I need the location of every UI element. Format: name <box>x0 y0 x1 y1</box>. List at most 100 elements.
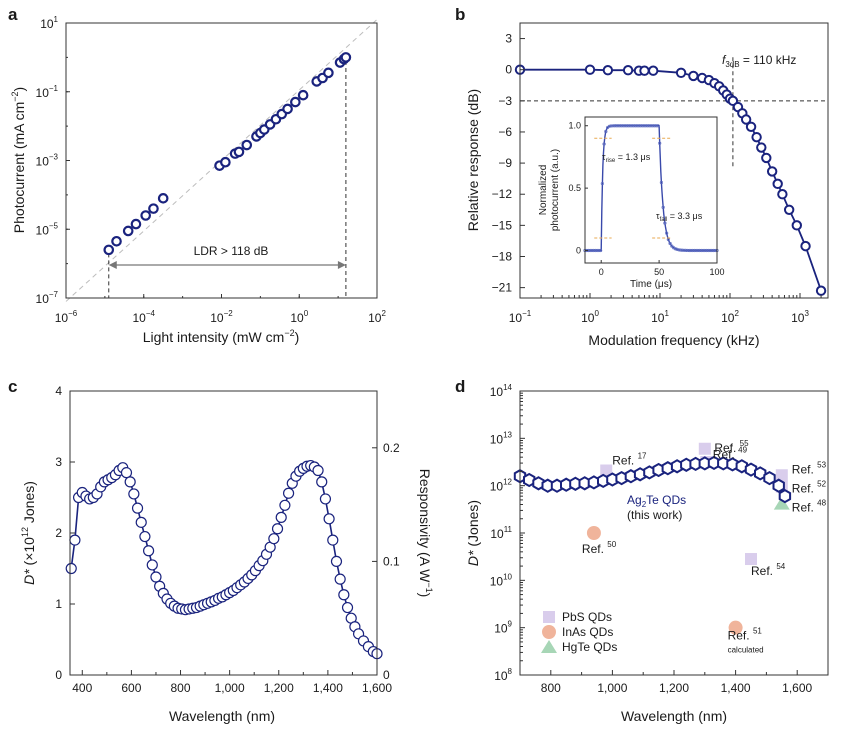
panel-b-inset-point-65 <box>696 248 700 253</box>
panel-b-inset-point-42 <box>656 124 660 128</box>
panel-c-y2label-sup: −1 <box>424 582 434 592</box>
panel-d-this-work-point-26 <box>754 466 767 481</box>
panel-b-point-28 <box>791 220 802 231</box>
panel-b-inset-point-6 <box>593 248 598 253</box>
panel-d-ref-marker-6 <box>586 526 601 540</box>
panel-b-point-24 <box>766 166 778 177</box>
panel-d-ytick-label-4-exp: 12 <box>503 478 512 487</box>
panel-a-ytick-label-4: 101 <box>40 15 58 31</box>
panel-a-ytick-label-3-base: 10 <box>36 86 50 100</box>
panel-b-inset-point-67 <box>699 248 703 253</box>
panel-a-xtick-label-0-base: 10 <box>55 311 69 325</box>
panel-b-inset-point-8 <box>597 248 601 253</box>
panel-d-this-work-point-24 <box>735 459 748 474</box>
panel-d-ytick-label-5-exp: 13 <box>503 430 512 439</box>
panel-b-data-layer <box>514 57 828 296</box>
panel-c-y2label-end: ) <box>417 593 433 598</box>
panel-d-ref-label-text-6: Ref. <box>582 542 607 556</box>
panel-b-inset-point-46 <box>663 221 667 225</box>
panel-a-xlabel-main: Light intensity (mW cm <box>143 329 285 345</box>
panel-a-point-3 <box>130 218 142 230</box>
panel-b-inset-ytick-label-1: 0.5 <box>568 183 581 193</box>
panel-d-ticks: 800 1,000 1,200 1,400 1,60010810910101011101… <box>490 383 829 695</box>
panel-b-inset-point-66 <box>698 248 702 253</box>
panel-b-inset-point-17 <box>612 124 617 128</box>
panel-d-ytick-label-3-base: 10 <box>490 527 504 541</box>
panel-c-y2tick-label-1: 0.1 <box>383 554 400 568</box>
panel-c-point-18 <box>131 502 144 514</box>
panel-a-data-layer <box>65 19 378 302</box>
panel-c-point-56 <box>271 523 284 535</box>
panel-d-this-work-sub: 2 <box>642 500 647 509</box>
panel-d-ref-marker-8 <box>773 496 790 510</box>
panel-b-inset-point-56 <box>680 248 684 252</box>
panel-c-point-15 <box>120 467 133 479</box>
panel-c-y2label: Responsivity (A W−1) <box>417 469 434 598</box>
panel-b-inset-point-74 <box>711 248 716 253</box>
panel-d-this-work-ag: Ag <box>627 493 642 507</box>
panel-d-xtick-label-0: 800 <box>541 681 561 695</box>
panel-b-point-21 <box>751 131 762 143</box>
panel-b-inset-point-30 <box>635 124 639 128</box>
panel-b-xtick-label-4-base: 10 <box>791 311 805 325</box>
panel-b-ytick-label-0: 3 <box>505 32 512 46</box>
panel-b-ytick-label-1: 0 <box>505 63 512 77</box>
panel-a-xtick-label-4-base: 10 <box>368 311 382 325</box>
panel-b-inset-point-18 <box>614 124 618 128</box>
panel-a-xlabel-sup: −2 <box>284 328 294 338</box>
panel-b-xtick-label-0: 10−1 <box>509 309 532 325</box>
panel-b-inset-point-44 <box>659 180 664 185</box>
panel-c-ytick-label-0: 0 <box>55 668 62 682</box>
panel-b-inset-tau-fall-value: = 3.3 μs <box>667 211 702 221</box>
panel-b-inset-point-9 <box>599 248 603 253</box>
panel-d-ref-marker-5 <box>745 553 757 566</box>
panel-a-point-23 <box>323 67 334 79</box>
panel-a-ldr-arrow-left <box>108 261 117 269</box>
panel-b-inset-point-59 <box>685 248 690 253</box>
panel-a-ylabel-sup: −2 <box>10 91 20 101</box>
panel-b-point-2 <box>602 65 614 76</box>
panel-d-ytick-label-1: 109 <box>494 620 512 636</box>
panel-a-ldr-arrow-right <box>337 261 346 269</box>
panel-b-inset-background <box>585 117 717 263</box>
panel-b-inset-xtick-label-1: 50 <box>654 267 664 277</box>
panel-d-ref-label-2: Ref. 55 <box>714 439 749 455</box>
panel-a-ldr-label: LDR > 118 dB <box>194 244 269 258</box>
panel-a-ytick-label-1-base: 10 <box>36 223 50 237</box>
panel-d-legend-marker-1 <box>542 625 556 639</box>
panel-d-this-work-point-27 <box>763 470 776 486</box>
panel-a-xtick-label-3-base: 10 <box>290 311 304 325</box>
panel-b-inset-point-49 <box>668 241 672 246</box>
panel-b-inset-xtick-label-0: 0 <box>599 267 604 277</box>
panel-d-ytick-label-0: 108 <box>494 667 512 683</box>
panel-d-ref-label-text-7: Ref. <box>728 629 753 643</box>
panel-d-xtick-label-1: 1,000 <box>597 681 627 695</box>
panel-b-inset-point-61 <box>689 248 693 253</box>
panel-d-ytick-label-5-base: 10 <box>490 432 504 446</box>
panel-b-xtick-label-4-exp: 3 <box>804 309 809 318</box>
panel-b-inset-point-4 <box>590 248 594 253</box>
panel-d-ref-label-7: Ref. 51 <box>728 627 763 643</box>
panel-b-ylabel: Relative response (dB) <box>465 89 481 231</box>
panel-b-inset-point-38 <box>649 124 653 128</box>
panel-a-ylabel-main: Photocurrent (mA cm <box>11 102 27 234</box>
panel-a-point-8 <box>220 156 231 168</box>
panel-d-ref-label-sup-6: 50 <box>607 540 616 549</box>
panel-c-xtick-label-2: 800 <box>171 681 191 695</box>
panel-a-ytick-label-0: 10−7 <box>36 290 59 306</box>
panel-d-ref-label-text-3: Ref. <box>792 462 817 476</box>
panel-b-inset-point-41 <box>654 124 658 128</box>
panel-a-ytick-label-4-base: 10 <box>40 17 54 31</box>
panel-c-ylabel-sup: 12 <box>20 527 30 537</box>
panel-b-inset-point-55 <box>678 248 683 252</box>
panel-d-ytick-label-2: 1010 <box>490 572 513 588</box>
panel-b-inset-point-22 <box>621 124 625 128</box>
panel-c-point-21 <box>142 545 155 557</box>
panel-c-xtick-label-1: 600 <box>121 681 141 695</box>
panel-b-inset-point-60 <box>687 248 691 253</box>
panel-b-inset-point-62 <box>691 248 695 253</box>
panel-b-inset-xlabel: Time (μs) <box>630 279 672 290</box>
panel-d-ytick-label-2-base: 10 <box>490 574 504 588</box>
